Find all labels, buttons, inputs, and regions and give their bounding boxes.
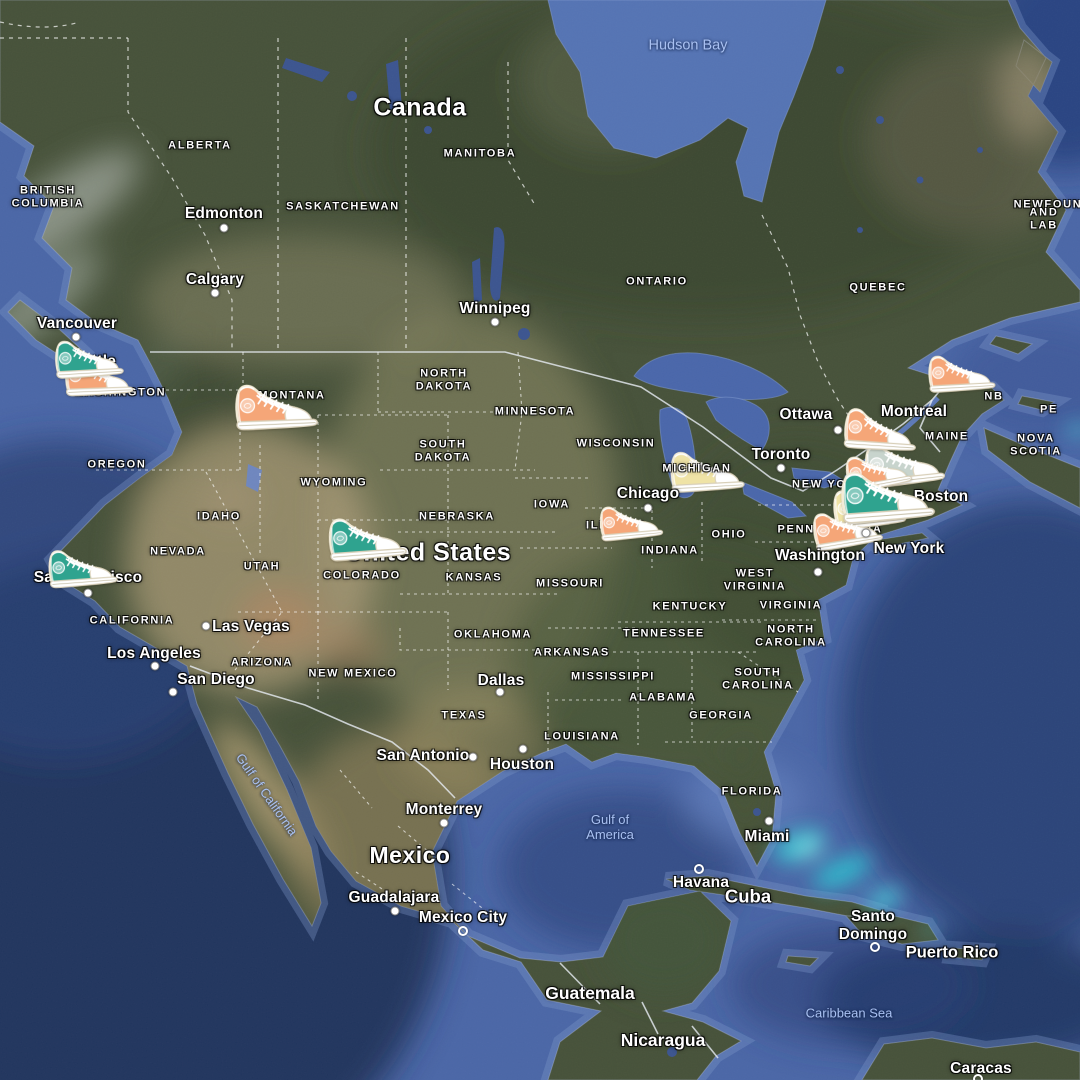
shoe-marker-new-brunswick-orange[interactable] [924,352,997,394]
city-dot-las-vegas [201,621,211,631]
city-dot-san-diego [168,687,178,697]
city-dot-dallas [495,687,505,697]
capital-dot-caracas [973,1074,983,1080]
city-dot-chicago [643,503,653,513]
city-dot-ottawa [833,425,843,435]
city-dot-los-angeles [150,661,160,671]
city-dot-monterrey [439,818,449,828]
city-dot-vancouver [71,332,81,342]
shoe-marker-michigan-yellow[interactable] [666,448,746,494]
city-dot-washington [813,567,823,577]
city-dot-winnipeg [490,317,500,327]
shoe-marker-seattle-teal[interactable] [51,337,125,380]
shoe-marker-illinois-orange[interactable] [596,501,665,543]
city-dot-guadalajara [390,906,400,916]
shoe-marker-montana-orange[interactable] [230,381,320,431]
city-dot-edmonton [219,223,229,233]
capital-dot-mexico-city [458,926,468,936]
city-dot-houston [518,744,528,754]
shoe-marker-colorado-teal[interactable] [324,513,409,563]
capital-dot-havana [694,864,704,874]
city-dot-calgary [210,288,220,298]
city-dot-new-york [861,528,871,538]
city-dot-miami [764,816,774,826]
city-dot-san-francisco [83,588,93,598]
city-dot-san-antonio [468,752,478,762]
shoe-marker-san-francisco-teal[interactable] [44,546,120,590]
city-dot-toronto [776,463,786,473]
capital-dot-santo-domingo [870,942,880,952]
